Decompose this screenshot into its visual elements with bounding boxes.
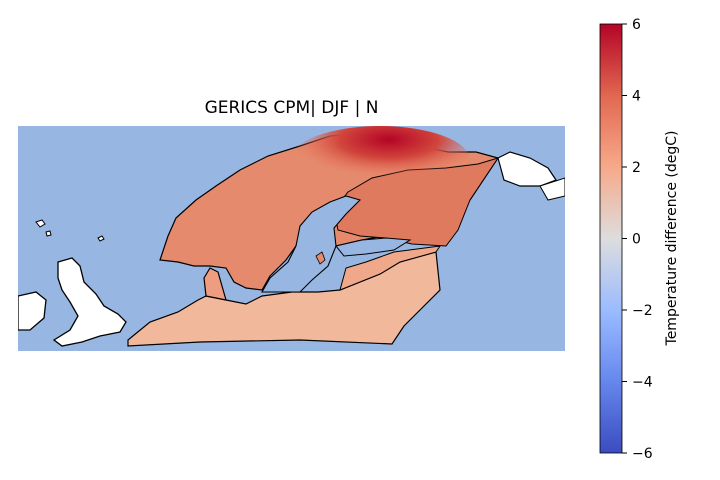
colorbar-tick-label: 2 bbox=[632, 160, 641, 176]
colorbar-tick-label: −6 bbox=[632, 446, 653, 462]
map-panel bbox=[18, 126, 565, 351]
colorbar-tick-label: 4 bbox=[632, 89, 641, 105]
far-east-land bbox=[539, 177, 565, 201]
colorbar-tick-label: −2 bbox=[632, 303, 653, 319]
colorbar-tick-label: 0 bbox=[632, 232, 641, 248]
scottish-islands bbox=[35, 219, 105, 242]
hot-anomaly-lapland bbox=[290, 126, 470, 194]
colorbar-tick-label: 6 bbox=[632, 17, 641, 33]
colorbar-ticks bbox=[622, 23, 627, 454]
map-title: GERICS CPM| DJF | N bbox=[204, 98, 379, 118]
great-britain bbox=[52, 257, 127, 347]
baltic-sea bbox=[261, 195, 362, 293]
colorbar: 6 4 2 0 −2 −4 −6 Temperature difference … bbox=[599, 17, 680, 462]
colorbar-label: Temperature difference (degC) bbox=[664, 131, 680, 347]
jutland bbox=[203, 267, 227, 301]
colorbar-gradient bbox=[599, 23, 623, 454]
gotland bbox=[315, 251, 326, 265]
kola-outside bbox=[497, 151, 557, 187]
colorbar-tick-label: −4 bbox=[632, 375, 653, 391]
ireland bbox=[18, 291, 47, 331]
gulf-of-finland bbox=[335, 237, 412, 257]
